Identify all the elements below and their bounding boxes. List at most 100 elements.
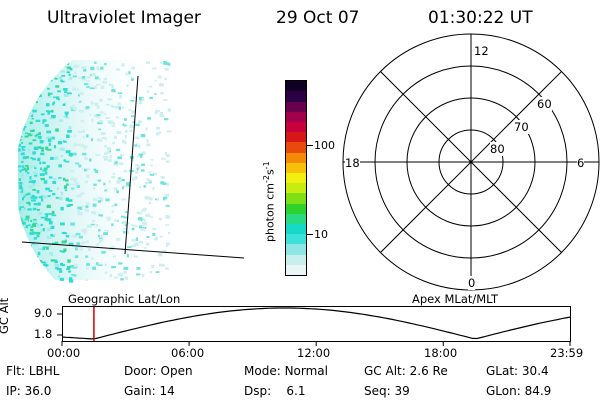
uv-emission-pixel — [86, 202, 89, 205]
uv-emission-pixel — [98, 77, 101, 81]
uv-emission-pixel — [136, 168, 139, 171]
uv-emission-pixel — [23, 222, 26, 225]
uv-emission-pixel — [146, 90, 150, 93]
uv-emission-pixel — [78, 130, 83, 133]
uv-emission-pixel — [68, 270, 71, 273]
uv-emission-pixel — [40, 274, 43, 278]
uv-emission-pixel — [56, 96, 60, 100]
uv-emission-pixel — [155, 237, 158, 241]
uv-emission-pixel — [93, 187, 96, 190]
uv-emission-pixel — [72, 178, 78, 181]
info-glat: GLat: 30.4 — [486, 364, 549, 378]
uv-emission-pixel — [78, 76, 82, 80]
uv-emission-pixel — [47, 228, 51, 232]
uv-emission-pixel — [42, 169, 47, 172]
info-gain: Gain: 14 — [124, 384, 175, 398]
uv-emission-pixel — [78, 164, 82, 168]
uv-emission-pixel — [56, 68, 59, 71]
uv-emission-pixel — [31, 194, 35, 199]
uv-emission-pixel — [90, 66, 95, 71]
uv-emission-pixel — [121, 106, 125, 109]
uv-emission-pixel — [97, 116, 101, 119]
uv-emission-pixel — [20, 72, 26, 75]
uv-emission-pixel — [165, 160, 170, 163]
uv-emission-pixel — [62, 232, 67, 235]
uv-emission-pixel — [142, 207, 147, 211]
uv-emission-pixel — [123, 124, 127, 127]
uv-emission-pixel — [152, 232, 156, 236]
uv-emission-pixel — [43, 261, 47, 264]
uv-emission-pixel — [19, 189, 22, 192]
uv-emission-pixel — [110, 246, 115, 249]
uv-emission-pixel — [30, 157, 33, 159]
uv-emission-pixel — [129, 124, 134, 129]
uv-emission-pixel — [73, 107, 78, 111]
uv-emission-pixel — [65, 113, 68, 117]
uv-emission-pixel — [48, 176, 53, 179]
uv-emission-pixel — [31, 117, 34, 120]
uv-emission-pixel — [136, 143, 139, 146]
uv-emission-pixel — [18, 129, 23, 133]
uv-emission-pixel — [42, 246, 48, 249]
mlat-label-70: 70 — [514, 120, 529, 134]
uv-emission-pixel — [42, 161, 46, 164]
uv-emission-pixel — [59, 250, 63, 252]
uv-emission-pixel — [166, 242, 170, 246]
timeline-frame — [62, 306, 571, 342]
uv-emission-pixel — [54, 241, 59, 245]
uv-emission-pixel — [95, 179, 98, 181]
uv-emission-pixel — [27, 244, 32, 248]
uv-emission-pixel — [77, 93, 80, 97]
uv-emission-pixel — [135, 164, 139, 167]
uv-emission-pixel — [21, 96, 26, 100]
uv-emission-pixel — [19, 170, 22, 173]
uv-emission-pixel — [123, 228, 128, 230]
uv-emission-pixel — [165, 267, 169, 270]
uv-emission-pixel — [33, 171, 38, 175]
uv-emission-pixel — [91, 73, 96, 77]
uv-emission-pixel — [21, 231, 25, 235]
uv-emission-pixel — [30, 114, 34, 117]
uv-emission-pixel — [142, 222, 148, 226]
uv-emission-pixel — [141, 169, 145, 172]
uv-emission-pixel — [28, 84, 31, 87]
uv-emission-pixel — [22, 159, 25, 163]
polar-axis-diagonal-2 — [380, 71, 562, 253]
uv-emission-pixel — [110, 121, 115, 125]
uv-emission-pixel — [54, 77, 58, 80]
uv-emission-pixel — [22, 63, 27, 67]
uv-emission-pixel — [46, 136, 51, 139]
uv-emission-pixel — [32, 157, 36, 161]
uv-emission-pixel — [64, 62, 70, 65]
uv-emission-pixel — [26, 60, 29, 63]
uv-emission-pixel — [25, 193, 28, 196]
uv-emission-pixel — [115, 68, 121, 71]
uv-emission-pixel — [133, 225, 138, 227]
uv-emission-pixel — [160, 92, 164, 95]
uv-emission-pixel — [41, 60, 45, 63]
uv-emission-pixel — [96, 114, 101, 117]
uv-emission-pixel — [116, 131, 122, 134]
uv-emission-pixel — [92, 266, 96, 270]
uv-emission-pixel — [60, 262, 64, 266]
uv-emission-pixel — [26, 93, 29, 95]
uv-emission-pixel — [99, 98, 103, 102]
uv-emission-pixel — [47, 92, 50, 96]
uv-emission-pixel — [96, 83, 101, 86]
uv-emission-pixel — [120, 179, 125, 182]
uv-emission-pixel — [19, 136, 23, 138]
uv-emission-pixel — [153, 238, 157, 240]
uv-emission-pixel — [23, 99, 29, 103]
uv-emission-pixel — [42, 121, 45, 124]
uv-emission-pixel — [36, 190, 40, 194]
uv-emission-pixel — [114, 161, 118, 164]
uv-emission-pixel — [160, 176, 165, 179]
date-label: 29 Oct 07 — [276, 8, 360, 28]
uv-emission-pixel — [152, 227, 157, 231]
uv-emission-pixel — [37, 209, 40, 211]
uv-emission-pixel — [58, 196, 63, 201]
uv-emission-pixel — [149, 173, 155, 176]
uv-emission-pixel — [125, 211, 128, 213]
uv-emission-pixel — [32, 109, 37, 113]
uv-emission-pixel — [167, 232, 171, 235]
